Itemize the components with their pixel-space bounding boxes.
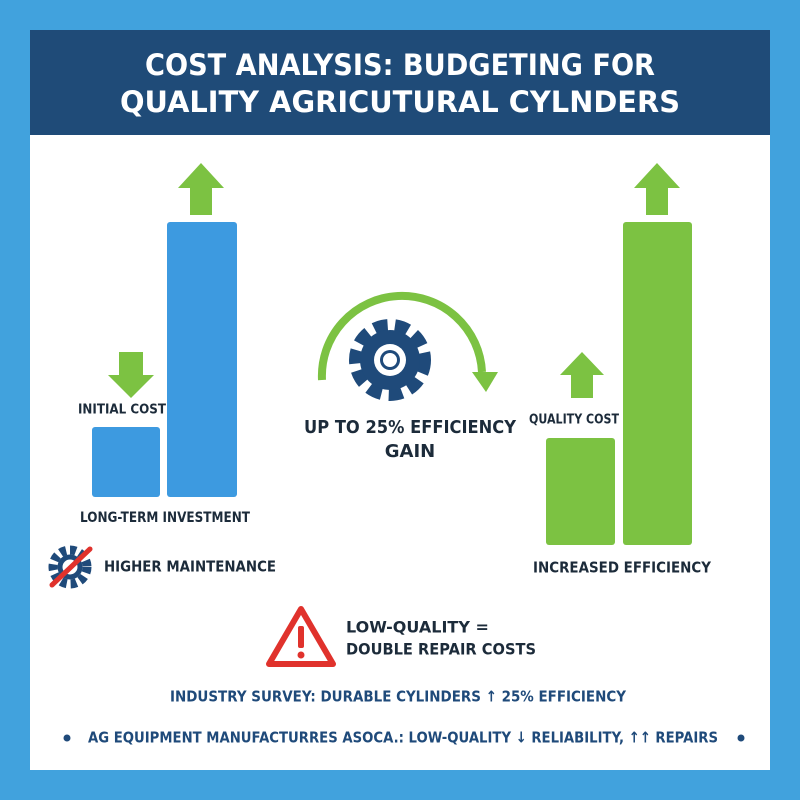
title-band: [30, 30, 770, 135]
gear-icon: [349, 319, 431, 401]
maintenance-icon: [48, 545, 93, 589]
bar: [92, 427, 160, 497]
source-note: AG EQUIPMENT MANUFACTURRES ASOCA.: LOW-Q…: [88, 729, 718, 747]
title-line: QUALITY AGRICUTURAL CYLNDERS: [120, 85, 680, 119]
warning-line: DOUBLE REPAIR COSTS: [346, 640, 536, 659]
bullet: [737, 734, 745, 742]
cycle-arc: [317, 291, 486, 381]
label: INCREASED EFFICIENCY: [533, 559, 712, 577]
warning-line: LOW-QUALITY =: [346, 618, 489, 637]
up-arrow: [178, 163, 224, 215]
down-arrow: [108, 352, 154, 398]
label: INITIAL COST: [78, 403, 166, 418]
gain-line: UP TO 25% EFFICIENCY: [304, 417, 517, 438]
warning-icon: [266, 606, 336, 667]
gain-line: GAIN: [385, 441, 435, 462]
up-arrow: [560, 352, 604, 398]
cycle-arrowhead: [472, 372, 498, 392]
label: LONG-TERM INVESTMENT: [80, 510, 250, 526]
bullet: [63, 734, 71, 742]
bar: [167, 222, 237, 497]
label: QUALITY COST: [529, 413, 619, 428]
bar: [623, 222, 692, 545]
label: HIGHER MAINTENANCE: [104, 558, 276, 576]
bar: [546, 438, 615, 545]
title-line: COST ANALYSIS: BUDGETING FOR: [145, 48, 655, 82]
survey-note: INDUSTRY SURVEY: DURABLE CYLINDERS ↑ 25%…: [170, 688, 627, 706]
up-arrow: [634, 163, 680, 215]
